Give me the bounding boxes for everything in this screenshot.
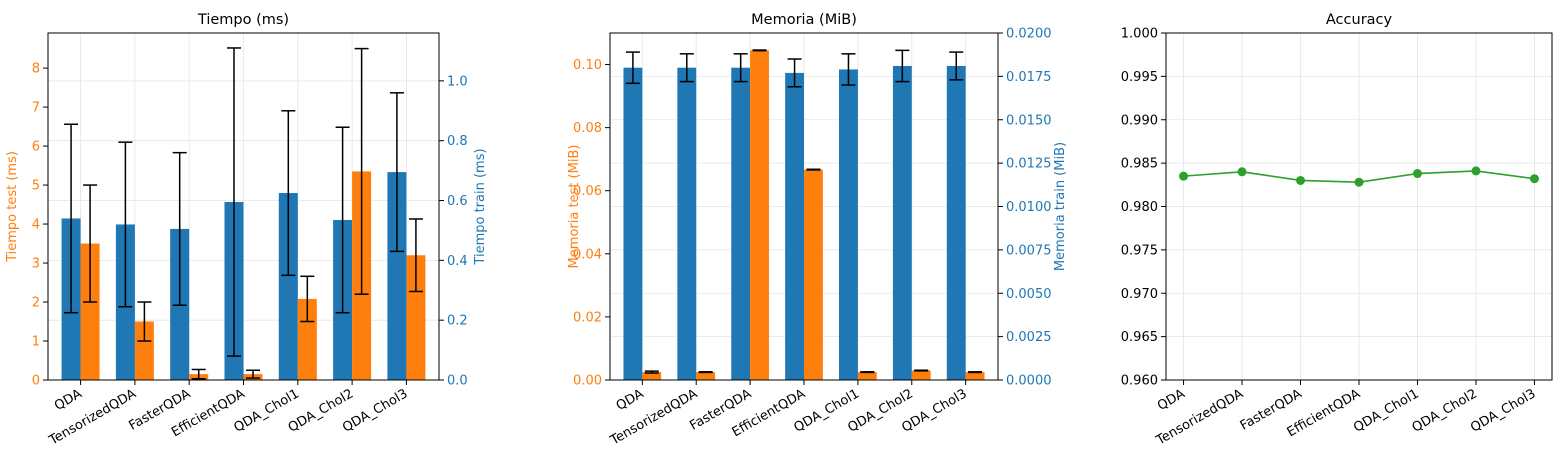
bar-test <box>80 243 100 380</box>
y-tick-label-right: 0.2 <box>447 314 468 329</box>
bar-train <box>387 172 407 380</box>
bar-test <box>857 372 877 380</box>
bar-test <box>696 372 716 380</box>
y-tick-label-left: 4 <box>32 218 40 233</box>
bar-test <box>804 169 823 380</box>
y-tick-label-left: 3 <box>32 257 40 272</box>
y-tick-label-left: 0.02 <box>573 310 602 325</box>
y-tick-label-left: 6 <box>32 140 40 155</box>
accuracy-point <box>1179 171 1189 181</box>
y-tick-label-left: 0.985 <box>1121 157 1158 172</box>
y-tick-label-right: 0.0025 <box>1006 330 1052 345</box>
bar-test <box>642 372 662 380</box>
y-tick-label-left: 0.06 <box>573 184 602 199</box>
y-tick-label-left: 7 <box>32 101 40 116</box>
y-tick-label-left: 0.965 <box>1121 330 1158 345</box>
bar-test <box>965 372 985 380</box>
y-tick-label-right: 0.6 <box>447 194 468 209</box>
y-tick-label-right: 0.0 <box>447 374 468 389</box>
bar-train <box>892 65 912 380</box>
accuracy-point <box>1354 177 1364 187</box>
accuracy-point <box>1296 175 1306 185</box>
y-tick-label-right: 0.4 <box>447 254 468 269</box>
x-tick-label: QDA <box>1155 386 1188 413</box>
y-tick-label-left: 0.00 <box>573 374 602 389</box>
bar-test <box>406 255 426 380</box>
y-tick-label-left: 0.04 <box>573 247 602 262</box>
y-tick-label-left: 0.990 <box>1121 113 1158 128</box>
y-tick-label-left: 0.980 <box>1121 200 1158 215</box>
y-axis-label-right: Tiempo train (ms) <box>473 148 488 265</box>
y-tick-label-right: 0.0075 <box>1006 243 1052 258</box>
y-axis-label-left: Tiempo test (ms) <box>5 151 20 263</box>
y-tick-label-left: 2 <box>32 296 40 311</box>
y-tick-label-left: 0.975 <box>1121 243 1158 258</box>
y-axis-label-right: Memoria train (MiB) <box>1053 142 1068 271</box>
y-axis-label-left: Memoria test (MiB) <box>567 145 582 269</box>
accuracy-point <box>1412 169 1422 179</box>
accuracy-point <box>1471 166 1481 176</box>
y-tick-label-right: 0.0050 <box>1006 287 1052 302</box>
y-tick-label-left: 0.10 <box>573 58 602 73</box>
y-tick-label-left: 1 <box>32 335 40 350</box>
bar-test <box>911 370 931 380</box>
y-tick-label-right: 0.0175 <box>1006 70 1052 85</box>
x-tick-label: QDA <box>614 386 647 413</box>
chart-title: Accuracy <box>1326 12 1393 28</box>
y-tick-label-right: 0.0150 <box>1006 113 1052 128</box>
y-tick-label-left: 0.995 <box>1121 70 1158 85</box>
bar-train <box>731 67 751 380</box>
chart-title: Tiempo (ms) <box>197 12 289 28</box>
x-tick-label: QDA_Chol2 <box>1410 386 1480 435</box>
y-tick-label-left: 5 <box>32 179 40 194</box>
y-tick-label-left: 0.970 <box>1121 287 1158 302</box>
y-tick-label-left: 0 <box>32 374 40 389</box>
bar-test <box>750 50 769 380</box>
bar-test <box>297 298 317 380</box>
y-tick-label-left: 1.000 <box>1121 27 1158 42</box>
x-tick-label: QDA <box>52 386 85 413</box>
y-tick-label-right: 0.0200 <box>1006 27 1052 42</box>
bar-train <box>785 72 804 380</box>
y-tick-label-right: 0.0000 <box>1006 374 1052 389</box>
bar-train <box>677 67 697 380</box>
bar-train <box>623 67 643 380</box>
bar-train <box>839 69 858 380</box>
bar-train <box>946 65 966 380</box>
y-tick-label-right: 0.0125 <box>1006 157 1052 172</box>
accuracy-point <box>1529 174 1539 184</box>
bar-train <box>278 193 298 380</box>
y-tick-label-left: 8 <box>32 62 40 77</box>
y-tick-label-right: 0.8 <box>447 134 468 149</box>
x-tick-label: QDA_Chol3 <box>1468 386 1538 435</box>
y-tick-label-right: 0.0100 <box>1006 200 1052 215</box>
y-tick-label-left: 0.960 <box>1121 374 1158 389</box>
accuracy-point <box>1237 167 1247 177</box>
y-tick-label-left: 0.08 <box>573 121 602 136</box>
x-tick-label: QDA_Chol1 <box>1351 386 1421 435</box>
y-tick-label-right: 1.0 <box>447 74 468 89</box>
bar-test <box>134 321 154 380</box>
chart-title: Memoria (MiB) <box>751 12 857 28</box>
